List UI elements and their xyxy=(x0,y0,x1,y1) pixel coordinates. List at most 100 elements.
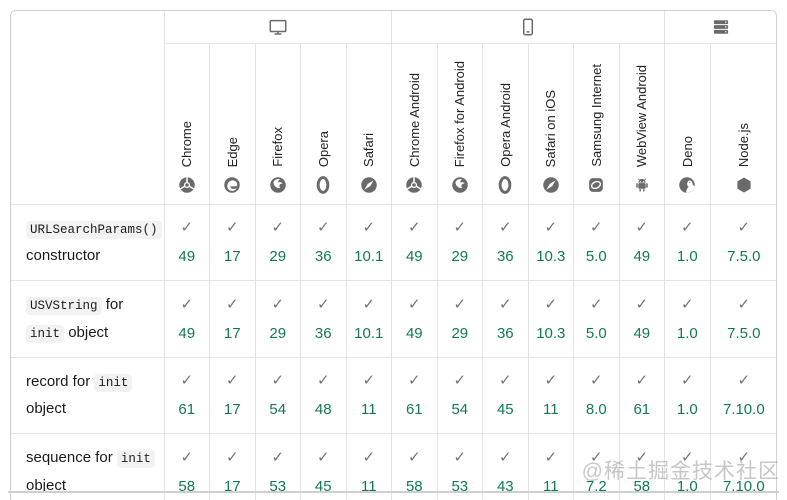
support-cell[interactable]: ✓ 7.10.0 xyxy=(710,433,776,500)
support-cell[interactable]: ✓ 29 xyxy=(437,280,484,358)
check-icon: ✓ xyxy=(544,219,558,237)
check-icon: ✓ xyxy=(408,295,421,313)
support-cell[interactable]: ✓ 7.10.0 xyxy=(710,357,776,434)
support-cell[interactable]: ✓ 49 xyxy=(391,280,438,358)
support-cell[interactable]: ✓ 11 xyxy=(528,433,575,500)
check-icon: ✓ xyxy=(499,219,512,237)
support-cell[interactable]: ✓ 7.2 xyxy=(573,433,620,500)
check-icon: ✓ xyxy=(453,448,467,466)
support-cell[interactable]: ✓ 48 xyxy=(300,357,347,434)
support-cell[interactable]: ✓ 7.5.0 xyxy=(710,280,776,358)
check-icon: ✓ xyxy=(180,448,194,466)
version-number: 11 xyxy=(543,477,559,495)
code-chip: URLSearchParams() xyxy=(26,220,162,239)
support-cell[interactable]: ✓ 36 xyxy=(482,204,529,281)
group-header-desktop xyxy=(164,11,393,44)
version-number: 36 xyxy=(496,324,514,342)
support-cell[interactable]: ✓ 17 xyxy=(209,204,256,281)
support-cell[interactable]: ✓ 36 xyxy=(300,204,347,281)
nodejs-icon xyxy=(735,176,753,194)
support-cell[interactable]: ✓ 8.0 xyxy=(573,357,620,434)
column-header-webview-android: WebView Android xyxy=(619,43,666,205)
feature-text: constructor xyxy=(26,247,101,265)
browser-label: Safari on iOS xyxy=(543,89,559,167)
support-cell[interactable]: ✓ 36 xyxy=(482,280,529,358)
mobile-icon xyxy=(518,17,538,37)
version-number: 49 xyxy=(633,324,651,342)
support-cell[interactable]: ✓ 11 xyxy=(528,357,575,434)
support-cell[interactable]: ✓ 11 xyxy=(346,357,393,434)
check-icon: ✓ xyxy=(362,295,376,313)
support-cell[interactable]: ✓ 49 xyxy=(619,204,666,281)
support-cell[interactable]: ✓ 43 xyxy=(482,433,529,500)
support-cell[interactable]: ✓ 29 xyxy=(437,204,484,281)
support-cell[interactable]: ✓ 49 xyxy=(164,280,210,358)
support-cell[interactable]: ✓ 10.1 xyxy=(346,204,393,281)
support-cell[interactable]: ✓ 58 xyxy=(391,433,438,500)
support-cell[interactable]: ✓ 49 xyxy=(164,204,210,281)
support-cell[interactable]: ✓ 5.0 xyxy=(573,280,620,358)
check-icon: ✓ xyxy=(453,372,467,390)
version-number: 10.3 xyxy=(536,324,566,342)
platform-group-row xyxy=(11,11,776,205)
version-number: 11 xyxy=(360,477,377,495)
check-icon: ✓ xyxy=(225,295,239,313)
version-number: 49 xyxy=(178,324,196,342)
support-cell[interactable]: ✓ 17 xyxy=(209,280,256,358)
support-cell[interactable]: ✓ 61 xyxy=(164,357,210,434)
check-icon: ✓ xyxy=(681,219,694,237)
support-cell[interactable]: ✓ 1.0 xyxy=(664,280,711,358)
table-row-sequence-init: sequence for init object ✓ 58 ✓ 17 ✓ 53 ✓ 45… xyxy=(11,433,776,500)
check-icon: ✓ xyxy=(316,295,330,313)
support-cell[interactable]: ✓ 49 xyxy=(619,280,666,358)
check-icon: ✓ xyxy=(225,372,239,390)
version-number: 17 xyxy=(223,477,241,495)
support-cell[interactable]: ✓ 36 xyxy=(300,280,347,358)
support-cell[interactable]: ✓ 53 xyxy=(255,433,301,500)
support-cell[interactable]: ✓ 54 xyxy=(437,357,484,434)
support-cell[interactable]: ✓ 53 xyxy=(437,433,484,500)
desktop-icon xyxy=(268,17,288,37)
support-cell[interactable]: ✓ 11 xyxy=(346,433,393,500)
check-icon: ✓ xyxy=(453,295,467,313)
support-cell[interactable]: ✓ 58 xyxy=(619,433,666,500)
check-icon: ✓ xyxy=(180,219,194,237)
support-cell[interactable]: ✓ 49 xyxy=(391,204,438,281)
support-cell[interactable]: ✓ 61 xyxy=(391,357,438,434)
check-icon: ✓ xyxy=(590,448,603,466)
support-cell[interactable]: ✓ 17 xyxy=(209,433,256,500)
browser-label: Firefox xyxy=(270,127,286,167)
support-cell[interactable]: ✓ 54 xyxy=(255,357,301,434)
version-number: 7.10.0 xyxy=(722,477,765,495)
version-number: 61 xyxy=(633,401,651,419)
support-cell[interactable]: ✓ 45 xyxy=(482,357,529,434)
browser-compat-table: Chrome Edge Firefox Opera Safari Chrome … xyxy=(10,10,777,500)
version-number: 7.10.0 xyxy=(722,401,765,419)
support-cell[interactable]: ✓ 5.0 xyxy=(573,204,620,281)
support-cell[interactable]: ✓ 61 xyxy=(619,357,666,434)
support-cell[interactable]: ✓ 29 xyxy=(255,280,301,358)
support-cell[interactable]: ✓ 1.0 xyxy=(664,204,711,281)
support-cell[interactable]: ✓ 17 xyxy=(209,357,256,434)
version-number: 1.0 xyxy=(676,477,698,495)
page-divider xyxy=(8,491,779,493)
support-cell[interactable]: ✓ 58 xyxy=(164,433,210,500)
support-cell[interactable]: ✓ 7.5.0 xyxy=(710,204,776,281)
support-cell[interactable]: ✓ 10.1 xyxy=(346,280,393,358)
support-cell[interactable]: ✓ 10.3 xyxy=(528,204,575,281)
browser-label: Opera Android xyxy=(497,83,513,167)
support-cell[interactable]: ✓ 29 xyxy=(255,204,301,281)
version-number: 10.1 xyxy=(354,324,384,342)
version-number: 7.5.0 xyxy=(727,324,761,342)
check-icon: ✓ xyxy=(635,219,649,237)
version-number: 29 xyxy=(451,324,469,342)
support-cell[interactable]: ✓ 1.0 xyxy=(664,433,711,500)
version-number: 61 xyxy=(405,401,423,419)
support-cell[interactable]: ✓ 10.3 xyxy=(528,280,575,358)
safari-icon xyxy=(542,176,560,194)
check-icon: ✓ xyxy=(271,448,285,466)
browser-label: Samsung Internet xyxy=(588,64,604,167)
check-icon: ✓ xyxy=(316,448,330,466)
support-cell[interactable]: ✓ 45 xyxy=(300,433,347,500)
support-cell[interactable]: ✓ 1.0 xyxy=(664,357,711,434)
